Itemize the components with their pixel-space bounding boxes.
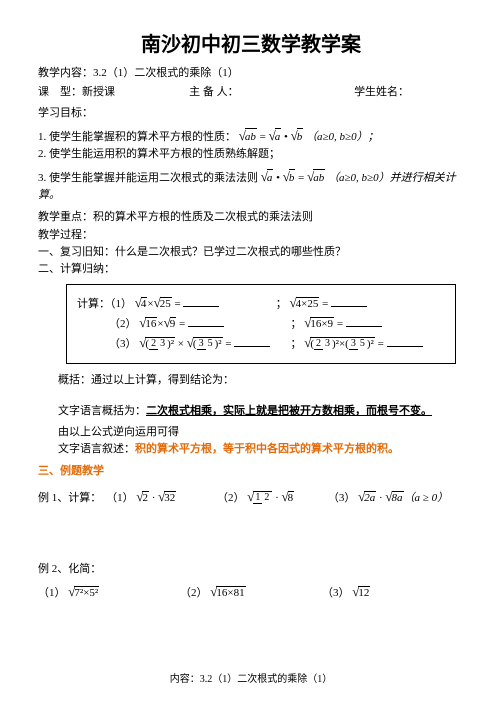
sqrt-16: √16 xyxy=(139,315,157,331)
calc-box: 计算：（1） √4×√25 = ； √4×25 = （2） √16×√9 = ；… xyxy=(66,284,456,364)
box-row-3: （3） √(23)² × √(35)² = ； √(23)²×(35)² = xyxy=(77,335,445,351)
ex1-item-3: （3） √2a · √8a（a ≥ 0） xyxy=(328,489,464,505)
type-label: 课 型： xyxy=(38,86,82,98)
sqrt-32: √32 xyxy=(158,489,176,505)
r2a: （2） xyxy=(109,318,137,330)
sqrt-8: √8 xyxy=(282,489,295,505)
example-2: （1） √7²×5² （2） √16×81 （3） √12 xyxy=(38,584,464,600)
ex1-item-2: （2） √12 · √8 xyxy=(217,489,328,505)
conclude: 概括：通过以上计算，得到结论为： xyxy=(38,372,464,389)
formula-sqrt-b: √b xyxy=(291,126,304,146)
sqrt-2a: √2a xyxy=(358,489,376,505)
ex1-1-num: （1） xyxy=(106,492,134,504)
ex2-1-num: （1） xyxy=(38,587,66,599)
formula-sqrt-a2: √a xyxy=(261,167,274,187)
ex1-3-cond: （a ≥ 0） xyxy=(404,492,449,504)
r3a: （3） xyxy=(109,338,137,350)
sqrt-9: √9 xyxy=(164,315,177,331)
ex2-label: 例 2、化简： xyxy=(38,561,464,578)
class-type: 课 型：新授课 xyxy=(38,83,189,99)
sqrt-7sq5sq: √7²×5² xyxy=(68,584,99,600)
reverse-word: 文字语言叙述：积的算术平方根，等于积中各因式的算术平方根的积。 xyxy=(38,441,464,458)
reverse-word-value: 积的算术平方根，等于积中各因式的算术平方根的积。 xyxy=(135,443,399,455)
r1a: （1） xyxy=(110,298,132,310)
ex1-2-num: （2） xyxy=(217,492,245,504)
example-1: 例 1、计算： （1） √2 · √32 （2） √12 · √8 （3） √2… xyxy=(38,489,464,505)
teaching-process: 教学过程： xyxy=(38,227,464,244)
preparer: 主 备 人： xyxy=(189,83,354,99)
ex2-2-num: （2） xyxy=(180,587,208,599)
sqrt-2: √2 xyxy=(136,489,149,505)
objectives-head: 学习目标： xyxy=(38,105,464,122)
page-footer: 内容：3.2（1）二次根式的乘除（1） xyxy=(38,670,464,685)
formula-sqrt-ab: √ab xyxy=(239,126,257,146)
summarize-line: 二、计算归纳： xyxy=(38,261,464,278)
sqrt-comb: √(23)²×(35)² xyxy=(304,335,375,351)
ex2-item-3: （3） √12 xyxy=(322,584,464,600)
section-3: 三、例题教学 xyxy=(38,462,464,478)
formula-sqrt-a: √a xyxy=(269,126,282,146)
sqrt-8a: √8a xyxy=(385,489,403,505)
box-row-1: 计算：（1） √4×√25 = ； √4×25 = xyxy=(77,295,445,311)
review-line: 一、复习旧知：什么是二次根式？已学过二次根式的哪些性质？ xyxy=(38,244,464,261)
ex1-label: 例 1、计算： xyxy=(38,489,106,505)
sqrt-half: √12 xyxy=(247,489,272,505)
word-label: 文字语言概括为： xyxy=(58,405,146,417)
obj1-text: 1. 使学生能掌握积的算术平方根的性质： xyxy=(38,131,236,143)
obj3-pre: 3. 使学生能掌握并能运用二次根式的乘法法则 xyxy=(38,172,258,184)
word-summary: 文字语言概括为：二次根式相乘，实际上就是把被开方数相乘，而根号不变。 xyxy=(38,403,464,420)
type-value: 新授课 xyxy=(82,86,115,98)
student-name: 学生姓名： xyxy=(354,83,464,99)
teaching-focus: 教学重点：积的算术平方根的性质及二次根式的乘法法则 xyxy=(38,209,464,226)
box-row-2: （2） √16×√9 = ； √16×9 = xyxy=(77,315,445,331)
r3b: ； xyxy=(290,338,301,350)
page: 南沙初中初三数学教学案 教学内容：3.2（1）二次根式的乘除（1） 课 型：新授… xyxy=(0,0,502,705)
sqrt-4x25: √4×25 xyxy=(289,295,319,311)
sqrt-16x81: √16×81 xyxy=(210,584,245,600)
box-head: 计算： xyxy=(77,298,110,310)
meta-row: 课 型：新授课 主 备 人： 学生姓名： xyxy=(38,83,464,99)
content-value: 3.2（1）二次根式的乘除（1） xyxy=(93,67,239,79)
ex2-item-1: （1） √7²×5² xyxy=(38,584,180,600)
reverse-word-label: 文字语言叙述： xyxy=(58,443,135,455)
word-value: 二次根式相乘，实际上就是把被开方数相乘，而根号不变。 xyxy=(146,405,432,417)
objective-1: 1. 使学生能掌握积的算术平方根的性质： √ab = √a • √b （a≥0,… xyxy=(38,126,464,146)
obj3-eq: = xyxy=(298,172,307,184)
content-label: 教学内容： xyxy=(38,67,93,79)
ex2-item-2: （2） √16×81 xyxy=(180,584,322,600)
teaching-content: 教学内容：3.2（1）二次根式的乘除（1） xyxy=(38,65,464,82)
ex1-3-num: （3） xyxy=(328,492,356,504)
objective-2: 2. 使学生能运用积的算术平方根的性质熟练解题； xyxy=(38,146,464,163)
sqrt-16x9: √16×9 xyxy=(304,315,334,331)
sqrt-25: √25 xyxy=(154,295,172,311)
page-title: 南沙初中初三数学教学案 xyxy=(38,28,464,57)
obj1-cond: （a≥0, b≥0）； xyxy=(306,131,379,143)
ex2-3-num: （3） xyxy=(322,587,350,599)
reverse: 由以上公式逆向运用可得 xyxy=(38,424,464,441)
r2b: ； xyxy=(290,318,301,330)
sqrt-12: √12 xyxy=(352,584,370,600)
formula-sqrt-ab2: √ab xyxy=(307,167,325,187)
objective-3: 3. 使学生能掌握并能运用二次根式的乘法法则 √a • √b = √ab （a≥… xyxy=(38,167,464,204)
sqrt-3-5: √(35)² xyxy=(187,335,223,351)
sqrt-2-3: √(23)² xyxy=(139,335,175,351)
sqrt-4: √4 xyxy=(135,295,148,311)
formula-sqrt-b2: √b xyxy=(283,167,296,187)
r1b: ； xyxy=(276,298,287,310)
ex1-item-1: （1） √2 · √32 xyxy=(106,489,217,505)
